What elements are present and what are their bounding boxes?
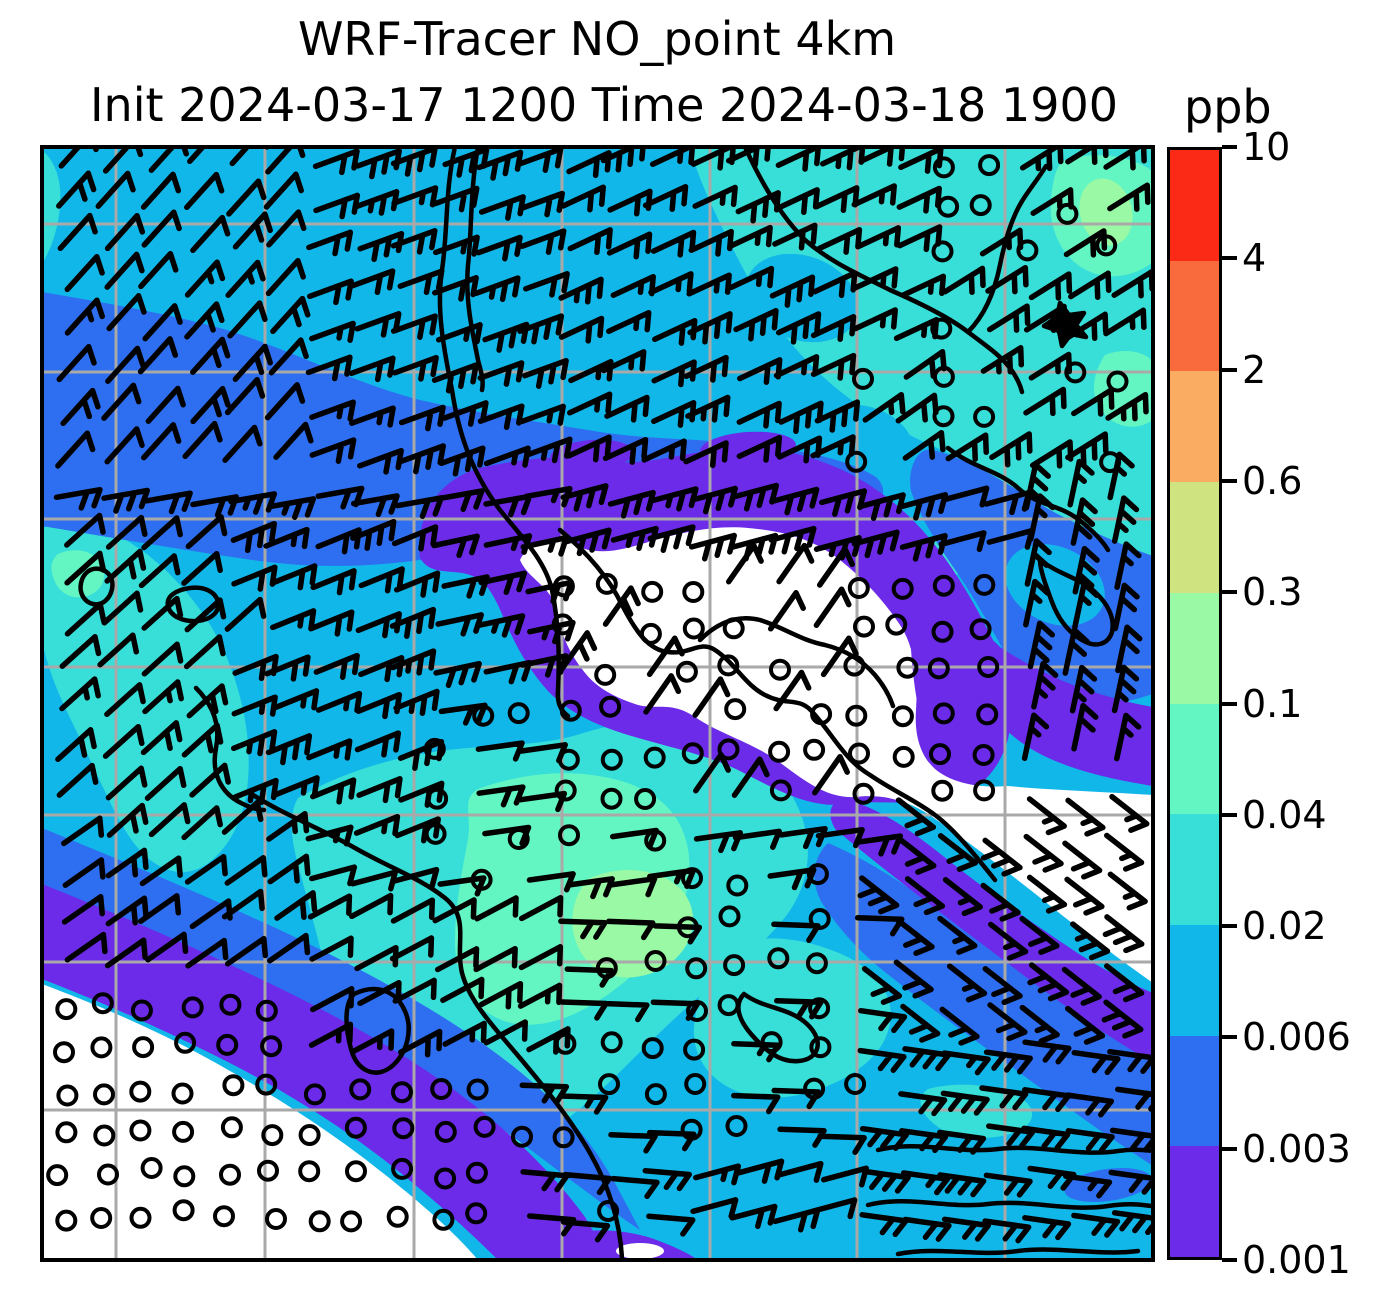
map-border <box>40 145 1155 1262</box>
colorbar-tick <box>1222 1258 1237 1262</box>
contour-region <box>42 884 610 1260</box>
colorbar-segment <box>1170 371 1219 483</box>
colorbar-tick <box>1222 367 1237 372</box>
coastline <box>697 615 896 709</box>
coastline <box>557 527 998 883</box>
contour-region <box>693 938 891 1098</box>
colorbar-tick-label: 0.003 <box>1242 1126 1351 1171</box>
colorbar-tick-label: 0.001 <box>1242 1238 1351 1282</box>
colorbar-tick <box>1222 1146 1237 1151</box>
figure-subtitle: Init 2024-03-17 1200 Time 2024-03-18 190… <box>89 78 1119 132</box>
colorbar-segment <box>1170 1035 1219 1147</box>
coastline <box>865 1199 1153 1210</box>
coastline <box>78 566 115 607</box>
coastline <box>736 991 820 1064</box>
coastline <box>247 790 625 1260</box>
page-title: WRF-Tracer NO_point 4km <box>297 12 897 66</box>
colorbar-segment <box>1170 482 1219 593</box>
contour-region <box>1079 178 1133 246</box>
colorbar-units-label: ppb <box>1184 80 1272 134</box>
colorbar <box>1167 147 1222 1260</box>
colorbar-tick <box>1222 701 1237 706</box>
colorbar-segment <box>1170 703 1219 815</box>
colorbar-segment <box>1170 924 1219 1036</box>
colorbar-tick-label: 0.3 <box>1242 570 1303 615</box>
colorbar-tick-label: 0.6 <box>1242 458 1303 503</box>
colorbar-segment <box>1170 1146 1219 1258</box>
colorbar-segment <box>1170 592 1219 704</box>
coastline <box>895 1247 1141 1257</box>
colorbar-segment <box>1170 150 1219 261</box>
colorbar-tick-label: 0.02 <box>1242 904 1327 949</box>
colorbar-tick <box>1222 924 1237 929</box>
colorbar-tick-label: 0.1 <box>1242 681 1303 726</box>
colorbar-tick-label: 4 <box>1242 236 1267 281</box>
colorbar-tick <box>1222 590 1237 595</box>
colorbar-tick-label: 2 <box>1242 347 1267 392</box>
colorbar-tick-label: 10 <box>1242 125 1291 169</box>
colorbar-tick <box>1222 145 1237 149</box>
colorbar-segment <box>1170 260 1219 372</box>
colorbar-tick <box>1222 812 1237 817</box>
coastline <box>875 1144 1153 1155</box>
colorbar-tick <box>1222 256 1237 261</box>
colorbar-tick <box>1222 1035 1237 1040</box>
colorbar-tick <box>1222 478 1237 483</box>
contour-region <box>616 1243 664 1259</box>
contour-region <box>42 150 61 264</box>
calm-wind-circles <box>46 154 1129 1233</box>
coastline <box>965 163 1049 335</box>
colorbar-tick-label: 0.04 <box>1242 792 1327 837</box>
wind-barbs <box>53 147 1153 1244</box>
colorbar-tick-label: 0.006 <box>1242 1015 1351 1060</box>
colorbar-segment <box>1170 814 1219 925</box>
